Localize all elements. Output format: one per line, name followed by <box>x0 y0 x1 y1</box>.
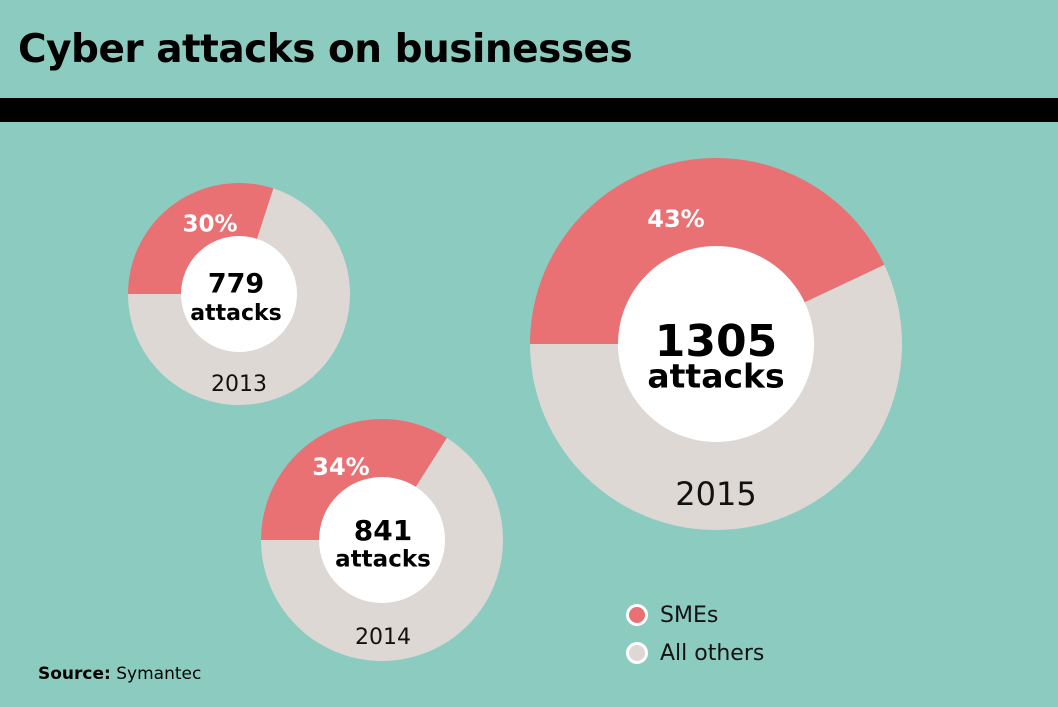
year-label-2015: 2015 <box>675 475 756 513</box>
attacks-unit-2014: attacks <box>335 547 431 573</box>
donut-hole-2015 <box>618 246 814 442</box>
total-attacks-2015: 1305 <box>655 316 777 367</box>
legend-item-smes: SMEs <box>626 596 764 634</box>
legend-label-smes: SMEs <box>660 602 719 628</box>
legend: SMEs All others <box>626 596 764 672</box>
legend-item-others: All others <box>626 634 764 672</box>
source-value: Symantec <box>116 664 202 684</box>
total-attacks-2014: 841 <box>354 514 412 547</box>
source-label: Source: <box>38 664 111 684</box>
source-note: Source: Symantec <box>38 664 201 684</box>
year-label-2014: 2014 <box>355 625 411 650</box>
smes-pct-label-2014: 34% <box>312 453 369 481</box>
attacks-unit-2015: attacks <box>647 357 784 396</box>
donut-hole-2014 <box>319 477 445 603</box>
legend-swatch-others <box>626 642 648 664</box>
legend-label-others: All others <box>660 640 765 666</box>
legend-swatch-smes <box>626 604 648 626</box>
attacks-unit-2013: attacks <box>190 301 282 326</box>
smes-pct-label-2015: 43% <box>647 205 704 233</box>
year-label-2013: 2013 <box>211 372 267 397</box>
chart-title: Cyber attacks on businesses <box>18 27 633 72</box>
smes-pct-label-2013: 30% <box>182 212 237 238</box>
title-rule <box>0 98 1058 122</box>
total-attacks-2013: 779 <box>208 269 264 300</box>
donut-hole-2013 <box>181 236 297 352</box>
